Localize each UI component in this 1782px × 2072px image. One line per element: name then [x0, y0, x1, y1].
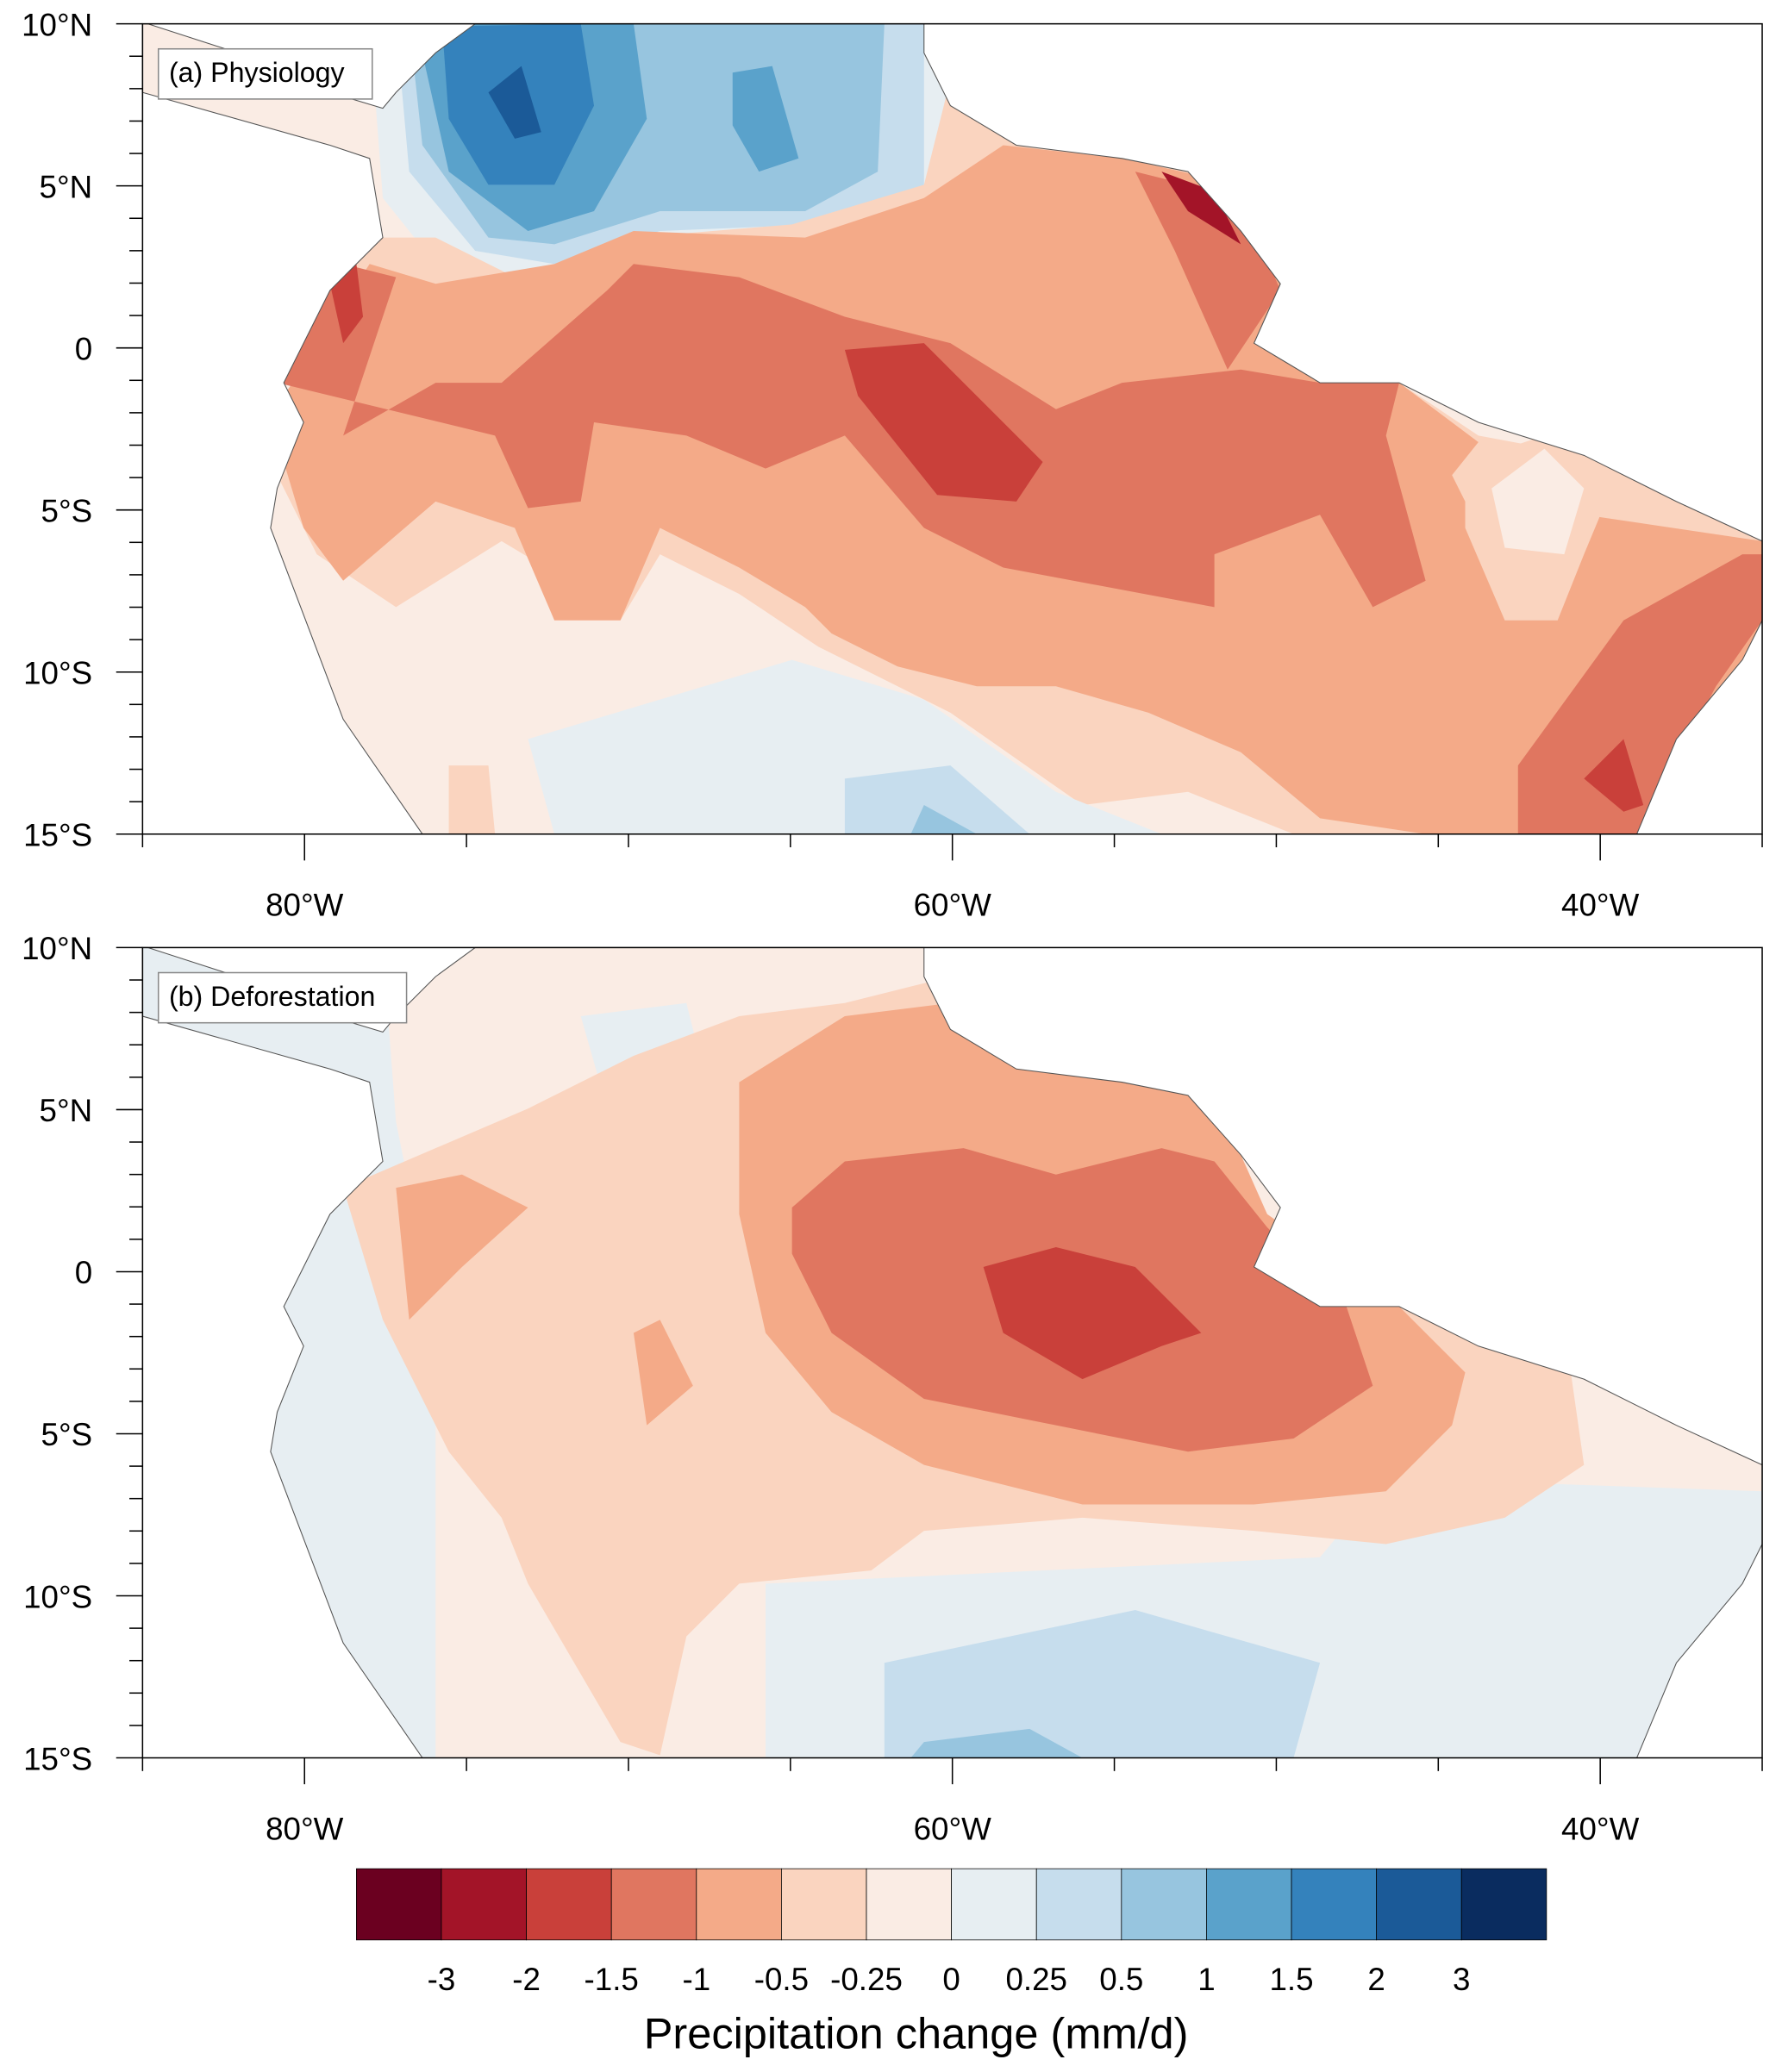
- precip-contour-0: [1491, 448, 1585, 555]
- lon-label: 80°W: [266, 888, 344, 923]
- panel-title: (a) Physiology: [169, 57, 345, 88]
- colorbar-tick-label: -1.5: [585, 1962, 639, 1997]
- colorbar-tick-label: 0.25: [1005, 1962, 1067, 1997]
- precip-contour--1p5: [329, 264, 364, 344]
- colorbar-swatch: [951, 1868, 1037, 1941]
- lat-label: 15°S: [23, 818, 92, 853]
- panel-title: (b) Deforestation: [169, 981, 375, 1012]
- lat-label: 5°S: [41, 493, 93, 528]
- lon-label: 80°W: [266, 1811, 344, 1846]
- coastline: [141, 946, 1763, 1759]
- coastline: [141, 23, 1763, 835]
- colorbar-swatch: [1121, 1868, 1207, 1941]
- colorbar-tick-label: 2: [1367, 1962, 1385, 1997]
- lon-label: 40°W: [1561, 888, 1640, 923]
- lat-label: 10°S: [23, 655, 92, 690]
- lat-label: 10°N: [22, 7, 92, 42]
- colorbar-tick-label: -1: [682, 1962, 710, 1997]
- colorbar-tick-label: -0.5: [754, 1962, 809, 1997]
- colorbar-tick-label: 3: [1453, 1962, 1470, 1997]
- precip-contour--0p5: [633, 1320, 693, 1426]
- precip-contour--1p5: [983, 1246, 1202, 1380]
- lon-label: 60°W: [914, 888, 992, 923]
- colorbar-swatch: [441, 1868, 527, 1941]
- colorbar-tick-label: 0.5: [1099, 1962, 1143, 1997]
- lat-label: 5°N: [40, 169, 93, 204]
- panel-label-box: [157, 47, 373, 100]
- colorbar-tick-label: -3: [428, 1962, 456, 1997]
- precip-contour-0p25: [142, 947, 436, 1758]
- colorbar-swatch: [866, 1868, 953, 1941]
- precip-contour--2: [1161, 172, 1241, 245]
- colorbar: -3 -2 -1.5 -1 -0.5 -0.25 0 0.25 0.5 1 1.5 2 3: [356, 1868, 1548, 1997]
- precip-contour-1: [910, 1728, 1083, 1758]
- colorbar-swatch: [526, 1868, 612, 1941]
- lat-label: 0: [75, 1255, 92, 1290]
- colorbar-swatch: [356, 1868, 442, 1941]
- colorbar-tick-label: 0: [942, 1962, 960, 1997]
- colorbar-tick-label: 1.5: [1270, 1962, 1314, 1997]
- colorbar-tick-label: 1: [1197, 1962, 1215, 1997]
- colorbar-swatch: [1460, 1868, 1548, 1941]
- lat-label: 10°S: [23, 1579, 92, 1614]
- precip-contour--0p5: [396, 1174, 528, 1320]
- precip-contour--1p5: [844, 343, 1043, 502]
- lat-label: 5°N: [40, 1093, 93, 1128]
- colorbar-swatch: [1376, 1868, 1462, 1941]
- precip-contour-0p5: [844, 765, 1030, 834]
- colorbar-swatch: [781, 1868, 867, 1941]
- colorbar-title: Precipitation change (mm/d): [644, 2008, 1189, 2057]
- lon-label: 60°W: [914, 1811, 992, 1846]
- precip-contour-3: [488, 66, 541, 139]
- precip-contour-0p5: [884, 1610, 1321, 1758]
- colorbar-swatch: [696, 1868, 782, 1941]
- colorbar-swatch: [1206, 1868, 1292, 1941]
- lat-label: 5°S: [41, 1417, 93, 1452]
- panel-physiology: 10°N 5°N 0 5°S 10°S 15°S 80°W 60°W 40°W (a) Phys…: [22, 7, 1763, 923]
- precip-contour--1: [1517, 554, 1763, 834]
- lat-label: 10°N: [22, 931, 92, 966]
- precip-contour-1p5: [732, 66, 799, 172]
- precip-contour-1: [910, 805, 978, 834]
- colorbar-swatch: [1035, 1868, 1122, 1941]
- precip-contour-0p25: [528, 659, 1162, 834]
- panel-deforestation: 10°N 5°N 0 5°S 10°S 15°S 80°W 60°W 40°W (b) Defo…: [22, 931, 1763, 1846]
- precip-contour--0p25: [448, 765, 496, 834]
- colorbar-tick-label: -0.25: [830, 1962, 903, 1997]
- precip-contour--1p5: [1584, 739, 1644, 812]
- lat-label: 0: [75, 331, 92, 366]
- colorbar-swatch: [610, 1868, 697, 1941]
- panel-label-box: [157, 971, 408, 1024]
- lat-label: 15°S: [23, 1741, 92, 1776]
- colorbar-swatch: [1291, 1868, 1378, 1941]
- colorbar-tick-label: -2: [512, 1962, 541, 1997]
- precip-contour--1: [277, 264, 1426, 608]
- lon-label: 40°W: [1561, 1811, 1640, 1846]
